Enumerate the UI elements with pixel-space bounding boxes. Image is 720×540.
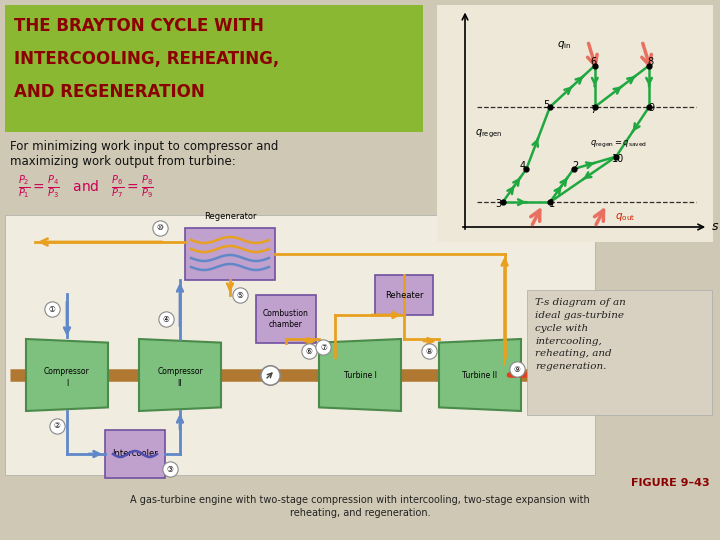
Text: ⑥: ⑥: [305, 347, 312, 355]
Text: 9: 9: [648, 103, 654, 113]
FancyBboxPatch shape: [527, 290, 712, 415]
Text: ⑨: ⑨: [513, 364, 520, 374]
Polygon shape: [139, 339, 221, 411]
Polygon shape: [26, 339, 108, 411]
Text: ⑧: ⑧: [426, 347, 433, 355]
Text: 6: 6: [590, 57, 596, 67]
Text: $q_{\rm out}$: $q_{\rm out}$: [616, 211, 636, 222]
FancyBboxPatch shape: [5, 5, 423, 132]
Text: THE BRAYTON CYCLE WITH: THE BRAYTON CYCLE WITH: [14, 17, 264, 35]
Text: A gas-turbine engine with two-stage compression with intercooling, two-stage exp: A gas-turbine engine with two-stage comp…: [130, 495, 590, 505]
Text: AND REGENERATION: AND REGENERATION: [14, 83, 204, 101]
Text: $\frac{P_2}{P_1} = \frac{P_4}{P_3}$   and   $\frac{P_6}{P_7} = \frac{P_8}{P_9}$: $\frac{P_2}{P_1} = \frac{P_4}{P_3}$ and …: [18, 173, 153, 201]
Text: 10: 10: [612, 154, 624, 164]
Text: $q_{\rm regen} = q_{\rm saved}$: $q_{\rm regen} = q_{\rm saved}$: [590, 139, 647, 150]
Polygon shape: [319, 339, 401, 411]
FancyBboxPatch shape: [5, 215, 595, 475]
FancyBboxPatch shape: [256, 295, 316, 343]
Text: Turbine I: Turbine I: [343, 370, 377, 380]
Text: FIGURE 9–43: FIGURE 9–43: [631, 478, 710, 488]
Text: reheating, and regeneration.: reheating, and regeneration.: [289, 508, 431, 518]
Text: ⑤: ⑤: [237, 291, 243, 300]
Text: T-s diagram of an
ideal gas-turbine
cycle with
intercooling,
reheating, and
rege: T-s diagram of an ideal gas-turbine cycl…: [535, 298, 626, 372]
Text: 3: 3: [495, 199, 502, 209]
Text: I: I: [66, 379, 68, 388]
Text: Regenerator: Regenerator: [204, 212, 256, 221]
Text: ⑦: ⑦: [320, 342, 327, 352]
FancyBboxPatch shape: [375, 275, 433, 315]
Text: ③: ③: [166, 464, 174, 474]
FancyBboxPatch shape: [105, 430, 165, 478]
Text: 1: 1: [549, 199, 554, 209]
Text: ⑩: ⑩: [156, 224, 163, 233]
Text: T: T: [461, 0, 469, 2]
Text: $q_{\rm regen}$: $q_{\rm regen}$: [475, 127, 503, 140]
Text: 4: 4: [519, 161, 526, 171]
Polygon shape: [439, 339, 521, 411]
Text: II: II: [178, 379, 182, 388]
Text: 5: 5: [543, 100, 549, 110]
Text: Intercooler: Intercooler: [112, 449, 158, 458]
Text: $q_{\rm in}$: $q_{\rm in}$: [557, 39, 572, 51]
Text: 8: 8: [648, 57, 654, 67]
Text: Reheater: Reheater: [384, 291, 423, 300]
Text: 2: 2: [572, 161, 578, 171]
Text: Compressor: Compressor: [157, 367, 203, 375]
FancyBboxPatch shape: [185, 228, 275, 280]
Text: For minimizing work input to compressor and: For minimizing work input to compressor …: [10, 140, 279, 153]
Text: 7: 7: [590, 105, 596, 114]
Text: $w_{\rm net}$: $w_{\rm net}$: [570, 354, 590, 365]
Text: Compressor: Compressor: [44, 367, 90, 375]
Text: s: s: [712, 220, 719, 233]
Text: ②: ②: [53, 422, 60, 430]
Text: ①: ①: [48, 305, 55, 314]
Text: Turbine II: Turbine II: [462, 370, 498, 380]
FancyBboxPatch shape: [437, 5, 713, 242]
Text: maximizing work output from turbine:: maximizing work output from turbine:: [10, 155, 235, 168]
Text: INTERCOOLING, REHEATING,: INTERCOOLING, REHEATING,: [14, 50, 279, 68]
Text: ④: ④: [163, 314, 169, 323]
Text: Combustion
chamber: Combustion chamber: [263, 309, 309, 329]
